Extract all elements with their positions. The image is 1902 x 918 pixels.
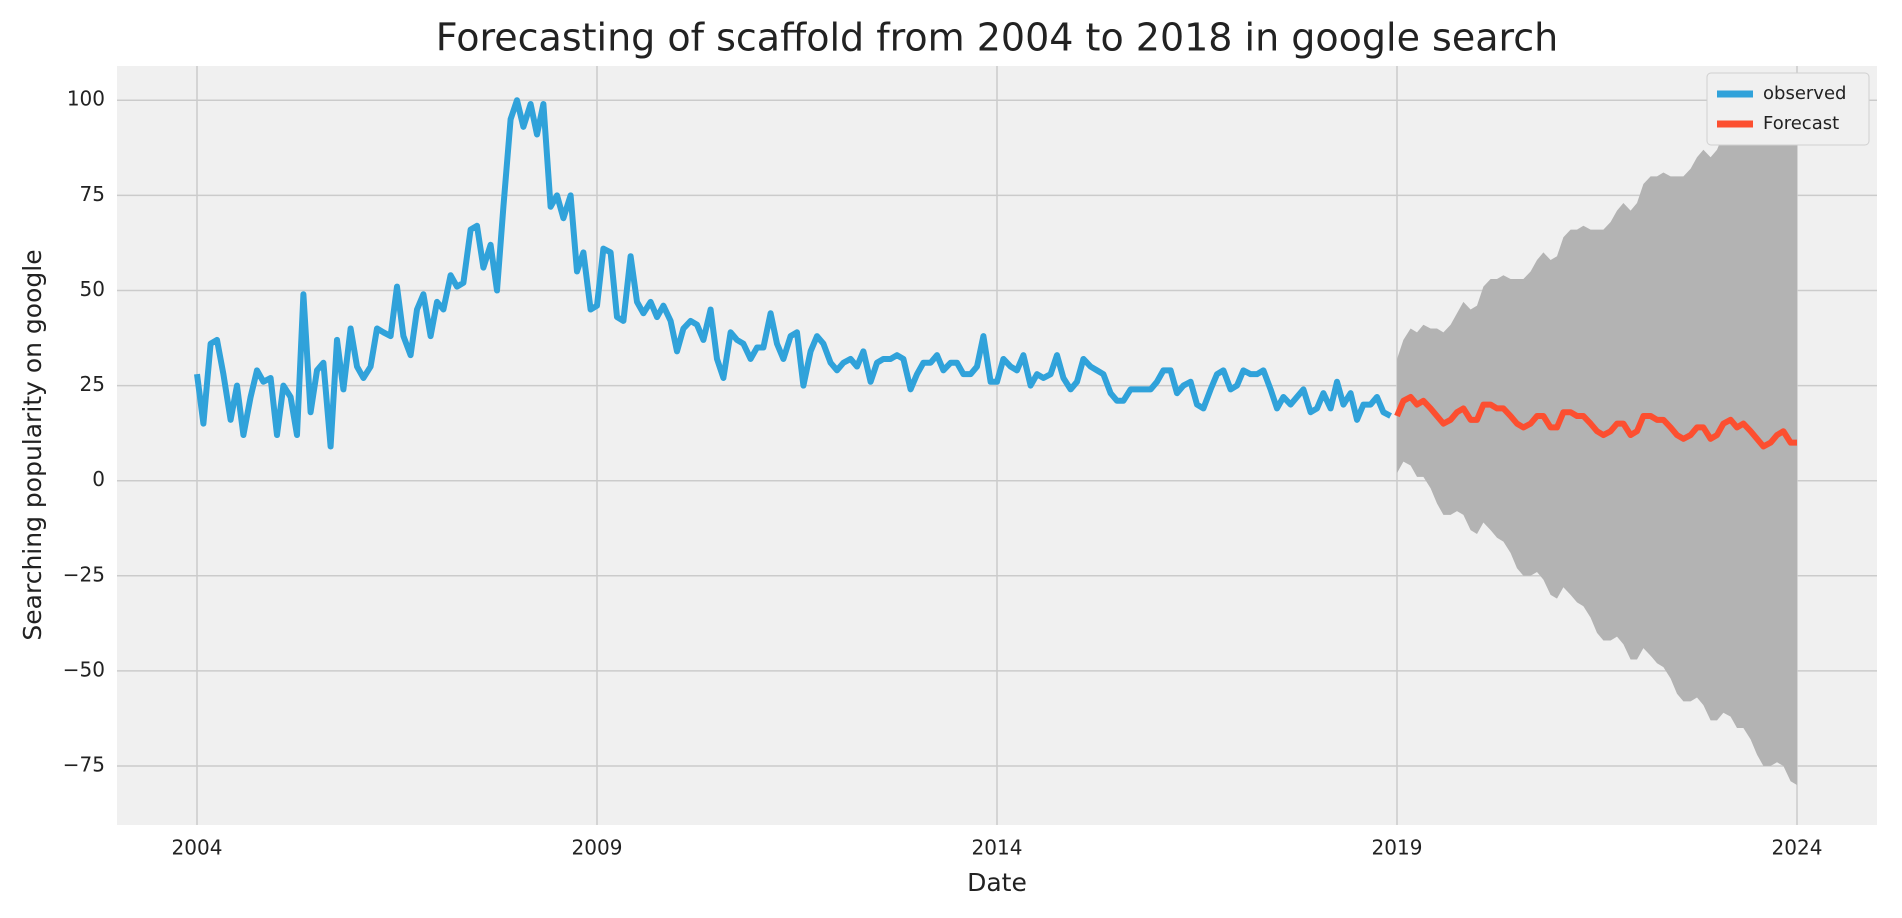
y-tick-label: −50 [63, 657, 105, 681]
x-tick-label: 2019 [1372, 836, 1423, 860]
y-axis-label: Searching popularity on google [18, 249, 47, 640]
x-tick-label: 2009 [572, 836, 623, 860]
grid [117, 66, 1877, 825]
y-tick-label: 100 [67, 87, 105, 111]
x-axis-label: Date [967, 868, 1027, 897]
chart-title: Forecasting of scaffold from 2004 to 201… [436, 16, 1559, 60]
x-tick-label: 2024 [1772, 836, 1823, 860]
x-tick-label: 2004 [172, 836, 223, 860]
marks [194, 96, 1797, 786]
y-tick-label: 0 [92, 467, 105, 491]
series-line [1394, 393, 1797, 450]
x-tick-label: 2014 [972, 836, 1023, 860]
y-tick-label: 75 [80, 182, 105, 206]
legend: observed Forecast [1706, 72, 1870, 146]
legend-label: Forecast [1763, 113, 1839, 134]
y-tick-label: 50 [80, 277, 105, 301]
series-line [194, 97, 1393, 450]
y-tick-label: −25 [63, 562, 105, 586]
labels: −75 −50 −25 0 25 50 75 100 2004 2009 2014 2019 2024 [63, 87, 1823, 860]
y-tick-label: −75 [63, 753, 105, 777]
legend-label: observed [1763, 83, 1846, 104]
y-tick-label: 25 [80, 372, 105, 396]
confidence-band [1397, 96, 1797, 786]
